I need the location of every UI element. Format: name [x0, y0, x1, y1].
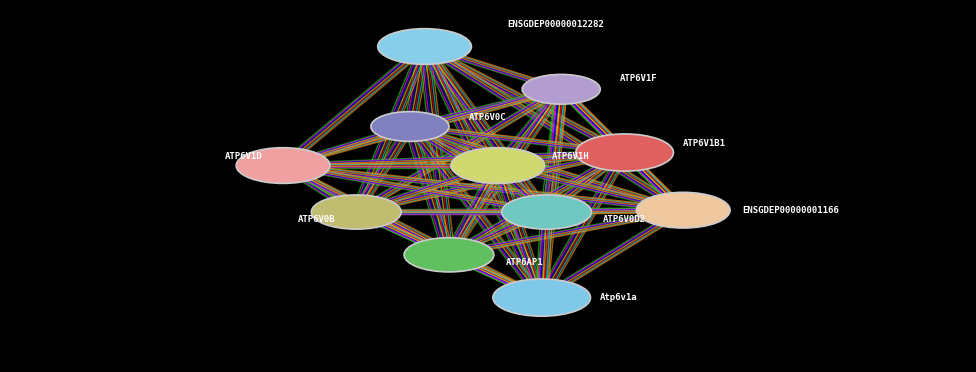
Circle shape: [404, 238, 494, 272]
Circle shape: [371, 112, 449, 141]
Circle shape: [236, 148, 330, 183]
Text: ATP6AP1: ATP6AP1: [506, 258, 544, 267]
Circle shape: [451, 148, 545, 183]
Text: ATP6V0D2: ATP6V0D2: [603, 215, 646, 224]
Text: ATP6V1H: ATP6V1H: [551, 152, 590, 161]
Circle shape: [502, 195, 591, 229]
Text: ATP6V1F: ATP6V1F: [620, 74, 658, 83]
Circle shape: [522, 74, 600, 104]
Text: ATP6V0B: ATP6V0B: [298, 215, 336, 224]
Text: ENSGDEP00000012282: ENSGDEP00000012282: [508, 20, 604, 29]
Circle shape: [378, 29, 471, 64]
Text: ATP6V0C: ATP6V0C: [468, 113, 507, 122]
Circle shape: [311, 195, 401, 229]
Circle shape: [493, 279, 590, 316]
Text: ATP6V1B1: ATP6V1B1: [683, 139, 726, 148]
Text: Atp6v1a: Atp6v1a: [600, 293, 638, 302]
Text: ATP6V1D: ATP6V1D: [224, 152, 263, 161]
Circle shape: [636, 192, 730, 228]
Circle shape: [576, 134, 673, 171]
Text: ENSGDEP00000001166: ENSGDEP00000001166: [742, 206, 838, 215]
